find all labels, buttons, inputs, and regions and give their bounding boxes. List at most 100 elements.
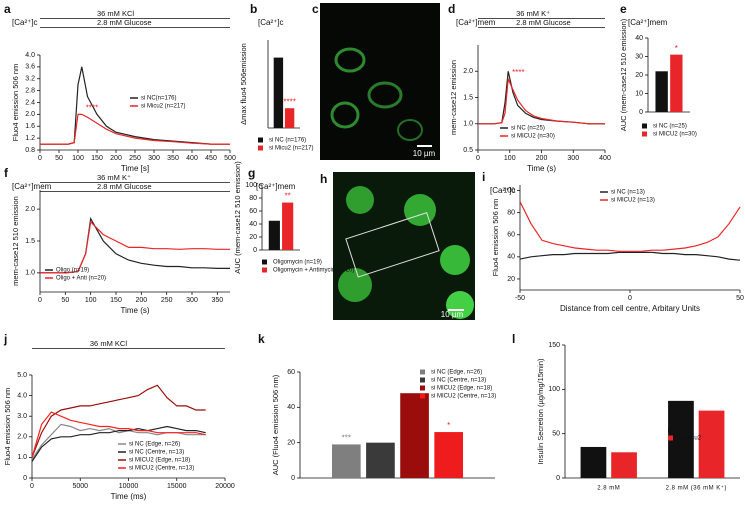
- y-tick-label: 0.5: [463, 147, 473, 154]
- panel-header: [Ca²⁺]mem: [256, 182, 296, 191]
- line-series: [40, 216, 230, 274]
- legend-swatch: [642, 131, 647, 137]
- legend-swatch: [420, 385, 425, 391]
- legend-label: si NC(n=176): [141, 96, 177, 102]
- significance: *: [675, 44, 678, 53]
- bar: [282, 202, 294, 250]
- bar: [366, 442, 395, 478]
- annotation: 36 mM KCl: [97, 9, 134, 18]
- panel-header: [Ca²⁺]c: [12, 18, 38, 27]
- y-tick-label: 80: [507, 209, 515, 216]
- y-tick-label: 0: [291, 475, 295, 482]
- panel-letter: j: [3, 332, 7, 346]
- panel-letter: f: [4, 166, 9, 180]
- x-tick-label: 15000: [167, 483, 187, 490]
- x-tick-label: 100: [72, 155, 84, 162]
- bar: [580, 446, 607, 478]
- x-tick-label: 20000: [215, 483, 235, 490]
- cell: [346, 186, 374, 214]
- y-tick-label: 2.0: [17, 434, 27, 441]
- y-axis-label: mem-case12 emission: [449, 60, 458, 135]
- y-axis-label: Insulin Secretion (µg/mg/15min): [536, 358, 545, 465]
- panel-letter: a: [4, 2, 11, 16]
- panel-header: [Ca²⁺]c: [258, 18, 284, 27]
- annotation: 36 mM K⁺: [516, 9, 550, 18]
- y-tick-label: 20: [287, 440, 295, 447]
- y-tick-label: 2.4: [25, 99, 35, 106]
- y-tick-label: 60: [249, 208, 257, 215]
- legend-swatch: [258, 145, 263, 151]
- legend-swatch: [262, 267, 267, 273]
- legend-label: si Micu2 (n=217): [141, 104, 186, 110]
- legend-label: si NC (Centre, n=13): [431, 378, 486, 384]
- panel-letter: l: [512, 332, 515, 346]
- panel-f: f[Ca²⁺]mem 36 mM K⁺2.8 mM Glucose 1.0 1.5 2.…: [4, 166, 230, 315]
- line-series: [40, 113, 230, 145]
- y-tick-label: 20: [249, 234, 257, 241]
- line-series: [478, 76, 605, 125]
- x-tick-label: 200: [135, 297, 147, 304]
- y-tick-label: 1.0: [25, 270, 35, 277]
- line-series: [31, 425, 206, 462]
- legend-swatch: [258, 137, 263, 143]
- bar: [273, 57, 284, 128]
- image-c: 10 µm: [320, 3, 440, 160]
- y-tick-label: 1.5: [25, 238, 35, 245]
- x-tick-label: 400: [186, 155, 198, 162]
- legend-label: si MICU2 (n=30): [653, 132, 697, 138]
- x-tick-label: 150: [91, 155, 103, 162]
- panel-header: [Ca²⁺]mem: [12, 182, 52, 191]
- annotation: 36 mM K⁺: [97, 173, 131, 182]
- legend-label: si MICU2 (Centre, n=13): [129, 466, 194, 472]
- cell: [367, 81, 403, 109]
- panel-b: b[Ca²⁺]c Δmax fluo4 506emission **** si NC …: [239, 2, 314, 151]
- y-axis-label: AUC (mem-case12 510 emission): [619, 18, 628, 131]
- bar: [268, 220, 280, 250]
- bar: [698, 410, 725, 478]
- legend-swatch: [420, 369, 425, 375]
- y-tick-label: 30: [635, 53, 643, 60]
- legend-label: si Micu2 (n=217): [269, 146, 314, 152]
- x-tick-label: 400: [599, 155, 611, 162]
- x-tick-label: 0: [476, 155, 480, 162]
- y-tick-label: 1.0: [17, 454, 27, 461]
- x-tick-label: 200: [536, 155, 548, 162]
- panel-e: e[Ca²⁺]mem 0 10 20 30 40 AUC (mem-case12 510 e…: [619, 2, 697, 137]
- panel-letter: h: [320, 172, 327, 186]
- x-tick-label: 250: [161, 297, 173, 304]
- line-series: [519, 251, 741, 261]
- y-tick-label: 0: [23, 475, 27, 482]
- panel-letter: i: [482, 170, 485, 184]
- legend-label: Oligomycin (n=19): [273, 260, 322, 266]
- y-tick-label: 2.0: [25, 111, 35, 118]
- y-axis-label: Fluo4 emission 506 nm: [3, 388, 12, 466]
- legend-label: si NC (n=25): [511, 126, 545, 132]
- y-tick-label: 1.6: [25, 123, 35, 130]
- panel-header: [Ca²⁺]mem: [456, 18, 496, 27]
- cell: [404, 194, 436, 226]
- y-tick-label: 1.5: [463, 94, 473, 101]
- legend-label: si NC: [679, 428, 694, 434]
- panel-j: j 36 mM KCl 0 1.0 2.0 3.0 4.0 5.0 Fluo4 emission…: [3, 332, 235, 501]
- line-series: [478, 71, 605, 125]
- legend-label: si MICU2 (Edge, n=18): [129, 458, 190, 464]
- y-tick-label: 100: [503, 187, 515, 194]
- legend-label: si NC (Edge, n=26): [129, 442, 180, 448]
- x-tick-label: 2.8 mM: [597, 486, 620, 492]
- y-tick-label: 3.2: [25, 76, 35, 83]
- legend-swatch: [642, 123, 647, 129]
- y-tick-label: 60: [287, 369, 295, 376]
- y-tick-label: 20: [507, 276, 515, 283]
- panel-d: d[Ca²⁺]mem 36 mM K⁺2.8 mM Glucose 0.5 1.0 1.…: [448, 2, 611, 173]
- y-tick-label: 1.2: [25, 135, 35, 142]
- y-tick-label: 150: [548, 342, 560, 349]
- y-tick-label: 40: [249, 221, 257, 228]
- y-axis-label: mem-case12 510 emission: [11, 196, 20, 286]
- x-tick-label: 50: [61, 297, 69, 304]
- y-tick-label: 40: [507, 254, 515, 261]
- legend-label: si MICU2 (Edge, n=18): [431, 386, 492, 392]
- legend-label: si MICU2 (Centre, n=13): [431, 394, 496, 400]
- scale-label: 10 µm: [441, 310, 464, 319]
- y-axis-label: AUC (mem-case12 510 emission): [233, 161, 242, 274]
